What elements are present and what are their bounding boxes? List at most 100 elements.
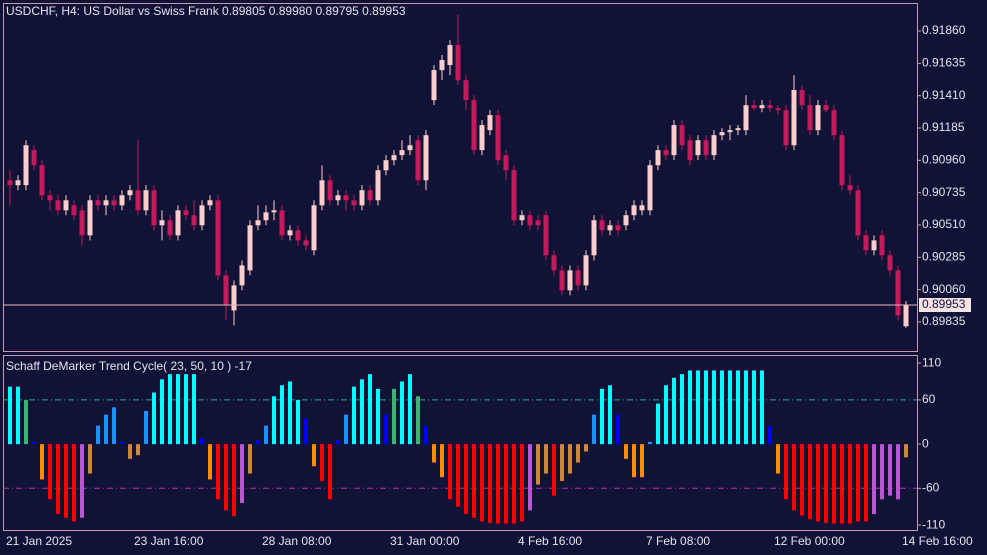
candle-body: [367, 190, 373, 201]
candle-body: [287, 230, 293, 236]
candle-body: [191, 215, 197, 226]
candle-body: [415, 140, 421, 181]
current-price-label: 0.89953: [922, 297, 966, 311]
candle-body: [743, 105, 749, 131]
candle-body: [183, 210, 189, 216]
candle-body: [527, 215, 533, 226]
y-tick-label: 0.91635: [922, 56, 966, 70]
histogram-bar: [288, 381, 292, 445]
histogram-bar: [520, 444, 524, 522]
candle-body: [383, 160, 389, 171]
y-tick-label: 0: [922, 436, 929, 450]
candle-body: [359, 190, 365, 206]
histogram-bar: [528, 444, 532, 511]
candle-body: [111, 200, 117, 206]
candle-body: [583, 255, 589, 286]
histogram-bar: [128, 444, 132, 459]
candle-body: [719, 132, 725, 136]
candle-body: [903, 305, 909, 327]
histogram-bar: [504, 444, 508, 524]
candle-body: [807, 105, 813, 131]
histogram-bar: [464, 444, 468, 515]
candle-body: [647, 165, 653, 211]
y-tick-label: 0.90510: [922, 217, 966, 231]
histogram-bar: [80, 444, 84, 518]
candle-body: [103, 200, 109, 206]
histogram-bar: [256, 440, 260, 445]
histogram-bar: [656, 403, 660, 445]
histogram-bar: [832, 444, 836, 524]
histogram-bar: [320, 444, 324, 481]
histogram-bar: [744, 370, 748, 445]
histogram-bar: [720, 370, 724, 445]
histogram-bar: [760, 370, 764, 445]
histogram-bar: [640, 444, 644, 478]
histogram-bar: [800, 444, 804, 516]
histogram-bar: [808, 444, 812, 520]
candle-body: [823, 105, 829, 111]
candle-body: [39, 165, 45, 196]
candle-body: [567, 270, 573, 291]
histogram-bar: [376, 388, 380, 445]
candle-body: [391, 155, 397, 161]
histogram-bar: [240, 444, 244, 504]
candle-body: [799, 90, 805, 106]
candle-body: [335, 195, 341, 201]
candle-body: [223, 275, 229, 306]
histogram-bar: [384, 414, 388, 445]
histogram-bar: [120, 441, 124, 445]
histogram-bar: [776, 444, 780, 474]
candle-body: [7, 180, 13, 186]
candle-body: [95, 200, 101, 206]
histogram-bar: [144, 410, 148, 445]
candle-body: [455, 45, 461, 81]
candle-body: [423, 135, 429, 181]
candle-body: [239, 265, 245, 286]
histogram-bar: [192, 374, 196, 445]
candle-body: [671, 125, 677, 156]
histogram-bar: [224, 444, 228, 511]
candle-body: [543, 215, 549, 256]
candle-body: [879, 235, 885, 256]
candle-body: [207, 200, 213, 206]
x-tick-label: 31 Jan 00:00: [390, 534, 460, 548]
candle-body: [591, 220, 597, 256]
histogram-bar: [392, 388, 396, 445]
candle-body: [303, 240, 309, 246]
histogram-bar: [624, 444, 628, 459]
histogram-bar: [176, 374, 180, 445]
histogram-bar: [432, 444, 436, 463]
histogram-bar: [416, 396, 420, 445]
histogram-bar: [872, 444, 876, 515]
histogram-bar: [16, 386, 20, 445]
candle-body: [487, 115, 493, 131]
candle-body: [519, 215, 525, 221]
histogram-bar: [368, 374, 372, 445]
histogram-bar: [208, 444, 212, 480]
candle-body: [31, 150, 37, 166]
histogram-bar: [272, 396, 276, 445]
x-tick-label: 14 Feb 16:00: [902, 534, 973, 548]
candle-body: [831, 110, 837, 136]
candle-body: [23, 145, 29, 186]
histogram-bar: [816, 444, 820, 522]
histogram-bar: [200, 438, 204, 445]
candle-body: [775, 108, 781, 111]
y-tick-label: 0.90735: [922, 185, 966, 199]
histogram-bar: [848, 444, 852, 524]
histogram-bar: [576, 444, 580, 463]
histogram-bar: [304, 418, 308, 445]
histogram-bar: [584, 444, 588, 452]
histogram-bar: [480, 444, 484, 522]
candle-body: [503, 155, 509, 171]
candle-body: [511, 170, 517, 221]
histogram-bar: [400, 381, 404, 445]
candle-body: [351, 200, 357, 206]
histogram-bar: [896, 444, 900, 500]
histogram-bar: [696, 370, 700, 445]
histogram-bar: [704, 370, 708, 445]
candle-body: [247, 225, 253, 271]
histogram-bar: [568, 444, 572, 474]
histogram-bar: [448, 444, 452, 500]
x-tick-label: 23 Jan 16:00: [134, 534, 204, 548]
